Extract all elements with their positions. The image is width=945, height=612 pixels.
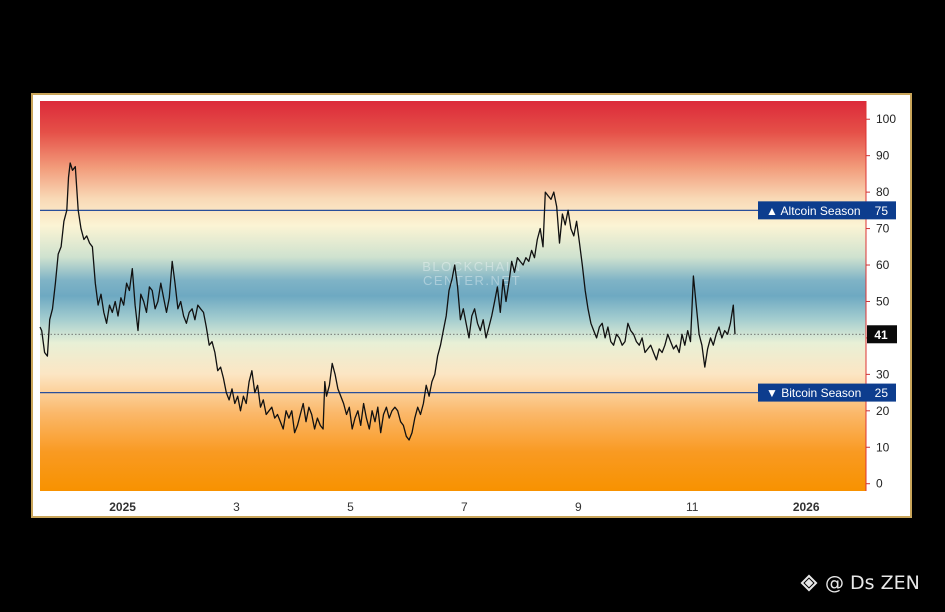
y-tick-label: 90 bbox=[876, 149, 890, 163]
series-line bbox=[39, 162, 736, 441]
y-tick-label: 60 bbox=[876, 258, 890, 272]
gradient-background bbox=[40, 101, 866, 491]
source-watermark-line2: CENTER.NET bbox=[423, 273, 521, 288]
y-tick-label: 70 bbox=[876, 222, 890, 236]
source-watermark: BLOCKCHAIN CENTER.NET bbox=[422, 259, 522, 288]
threshold-label-box bbox=[758, 383, 896, 402]
current-value-label: 41 bbox=[874, 328, 888, 342]
current-value-badge bbox=[867, 325, 897, 344]
threshold-label: ▲ Altcoin Season bbox=[766, 204, 861, 218]
binance-diamond-icon bbox=[800, 574, 818, 592]
x-tick-label: 2025 bbox=[109, 500, 136, 514]
threshold-label-box bbox=[758, 201, 896, 220]
threshold-value: 25 bbox=[875, 386, 889, 400]
y-tick-label: 0 bbox=[876, 477, 883, 491]
y-tick-label: 10 bbox=[876, 440, 890, 454]
y-tick-label: 30 bbox=[876, 367, 890, 381]
y-tick-label: 50 bbox=[876, 294, 890, 308]
y-tick-label: 100 bbox=[876, 112, 896, 126]
threshold-label: ▼ Bitcoin Season bbox=[766, 386, 861, 400]
watermark-text: @ Ds ZEN bbox=[825, 572, 920, 594]
y-tick-label: 20 bbox=[876, 404, 890, 418]
y-tick-label: 80 bbox=[876, 185, 890, 199]
x-tick-label: 11 bbox=[686, 500, 699, 514]
source-watermark-line1: BLOCKCHAIN bbox=[422, 259, 522, 274]
threshold-value: 75 bbox=[875, 204, 889, 218]
author-watermark: @ Ds ZEN bbox=[798, 572, 920, 594]
x-tick-label: 7 bbox=[461, 500, 468, 514]
x-tick-label: 9 bbox=[575, 500, 582, 514]
x-tick-label: 2026 bbox=[793, 500, 820, 514]
x-tick-label: 5 bbox=[347, 500, 354, 514]
x-tick-label: 3 bbox=[233, 500, 240, 514]
